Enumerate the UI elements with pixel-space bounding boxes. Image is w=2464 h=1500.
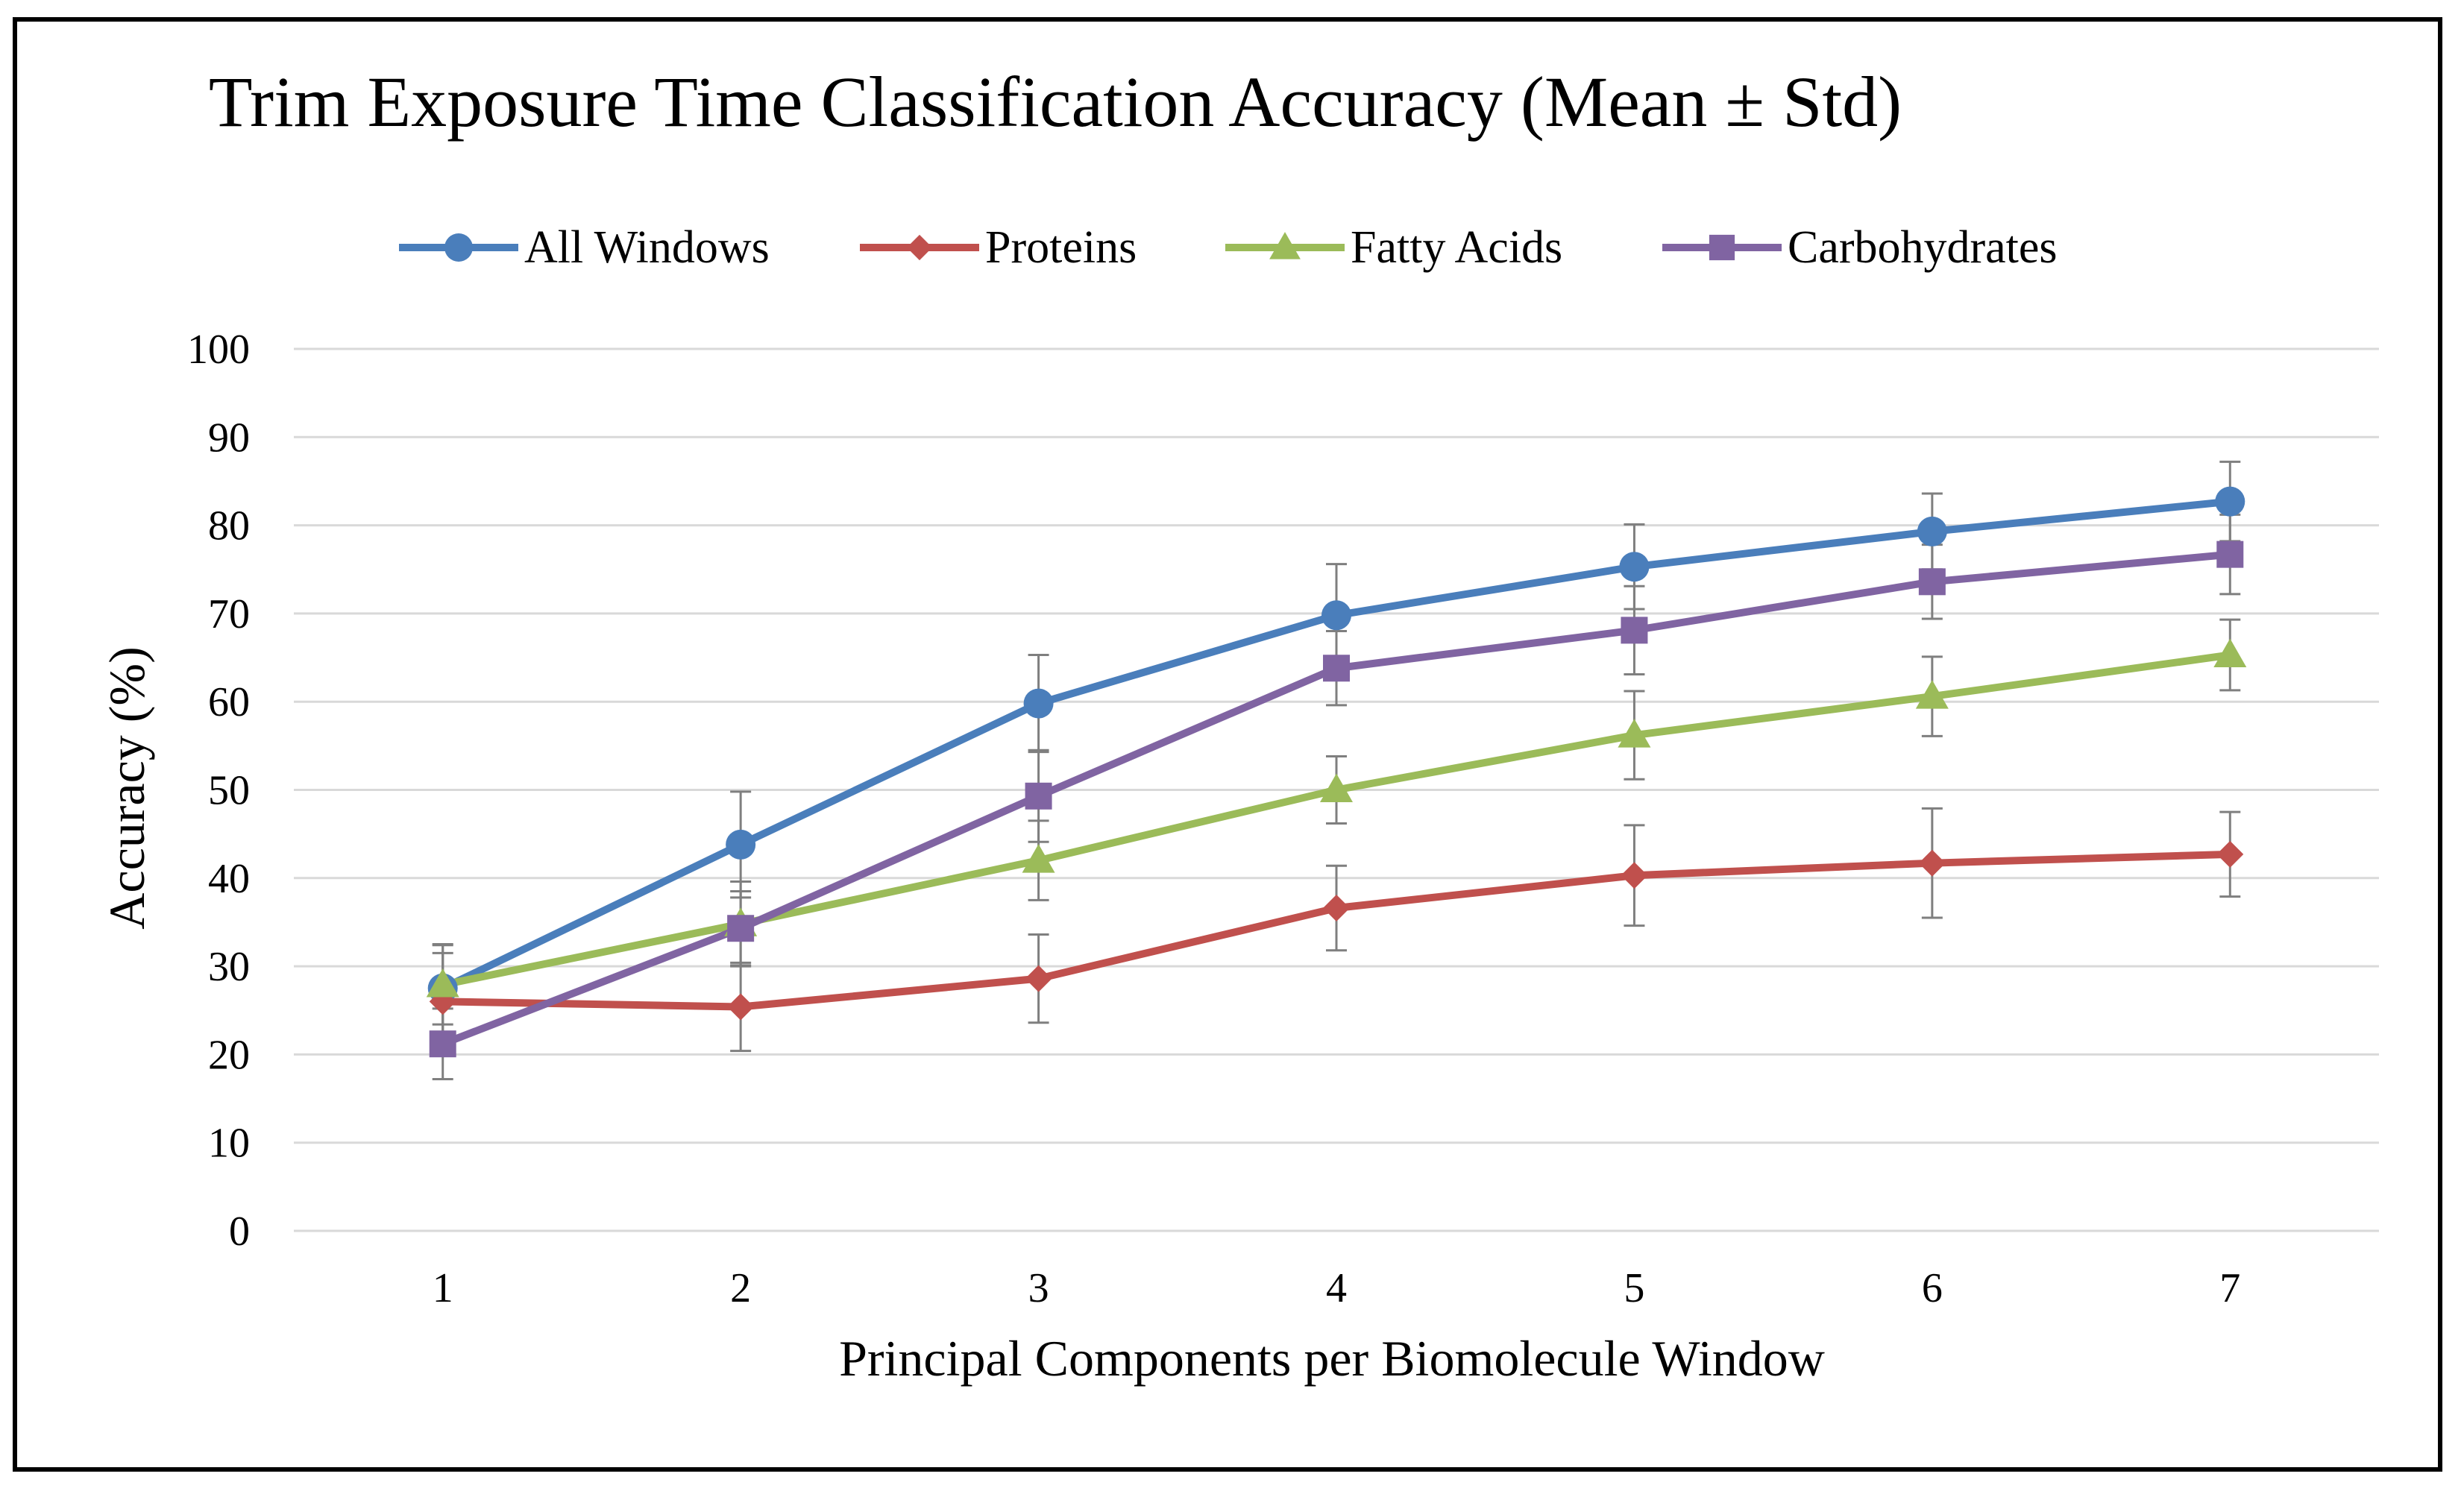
legend-item-all-windows: All Windows bbox=[399, 222, 770, 273]
legend-marker bbox=[1709, 234, 1735, 261]
carbohydrates-data-point bbox=[1025, 782, 1052, 810]
proteins-data-point bbox=[1323, 895, 1350, 922]
y-tick-label: 100 bbox=[187, 327, 250, 373]
legend-marker bbox=[1269, 232, 1301, 259]
fatty-acids-data-point bbox=[1618, 719, 1651, 748]
x-tick-label: 2 bbox=[730, 1265, 751, 1311]
all-windows-data-point bbox=[1917, 516, 1947, 546]
y-tick-label: 70 bbox=[208, 591, 250, 637]
y-axis-ticks: 0 10 20 30 40 50 60 70 80 90 100 bbox=[187, 327, 250, 1255]
y-tick-label: 0 bbox=[229, 1208, 250, 1255]
y-tick-label: 10 bbox=[208, 1121, 250, 1167]
chart-frame: Trim Exposure Time Classification Accura… bbox=[13, 17, 2442, 1472]
all-windows-data-point bbox=[726, 829, 756, 860]
legend-item-fatty-acids: Fatty Acids bbox=[1225, 222, 1562, 273]
x-tick-label: 4 bbox=[1326, 1265, 1347, 1311]
x-tick-label: 3 bbox=[1028, 1265, 1049, 1311]
carbohydrates-data-point bbox=[1621, 617, 1648, 644]
legend-item-proteins: Proteins bbox=[860, 222, 1137, 273]
proteins-data-point bbox=[1025, 965, 1052, 992]
carbohydrates-data-point bbox=[1918, 568, 1946, 596]
series-markers bbox=[426, 486, 2247, 1058]
fatty-acids-data-point bbox=[1915, 680, 1949, 709]
fatty-acids-data-point bbox=[2213, 638, 2247, 668]
x-tick-label: 7 bbox=[2219, 1265, 2240, 1311]
y-axis-label: Accuracy (%) bbox=[98, 646, 155, 929]
x-axis-ticks: 1 2 3 4 5 6 7 bbox=[433, 1265, 2241, 1311]
legend-item-carbohydrates: Carbohydrates bbox=[1662, 222, 2058, 273]
carbohydrates-data-point bbox=[429, 1030, 456, 1058]
all-windows-data-point bbox=[1321, 600, 1351, 631]
chart-title: Trim Exposure Time Classification Accura… bbox=[209, 62, 1902, 142]
proteins-data-point bbox=[2216, 840, 2244, 868]
legend: All Windows Proteins Fatty Acids Carbohydra… bbox=[399, 222, 2058, 273]
carbohydrates-error-bars bbox=[432, 513, 2241, 1081]
y-tick-label: 20 bbox=[208, 1032, 250, 1078]
all-windows-data-point bbox=[2215, 486, 2245, 517]
x-tick-label: 6 bbox=[1922, 1265, 1943, 1311]
legend-label: Carbohydrates bbox=[1788, 222, 2058, 273]
carbohydrates-markers bbox=[429, 541, 2244, 1058]
all-windows-data-point bbox=[1023, 688, 1054, 719]
y-tick-label: 80 bbox=[208, 503, 250, 549]
x-tick-label: 5 bbox=[1624, 1265, 1644, 1311]
carbohydrates-data-point bbox=[2216, 541, 2244, 568]
legend-label: Proteins bbox=[985, 222, 1137, 273]
legend-marker bbox=[444, 233, 473, 262]
y-tick-label: 30 bbox=[208, 944, 250, 990]
fatty-acids-data-point bbox=[426, 968, 459, 998]
carbohydrates-data-point bbox=[1323, 655, 1350, 682]
all-windows-markers bbox=[427, 486, 2245, 1003]
y-tick-label: 40 bbox=[208, 856, 250, 902]
all-windows-data-point bbox=[1619, 552, 1650, 582]
carbohydrates-data-point bbox=[727, 915, 755, 942]
line-chart: Trim Exposure Time Classification Accura… bbox=[98, 62, 2379, 1387]
y-tick-label: 50 bbox=[208, 768, 250, 814]
y-tick-label: 90 bbox=[208, 415, 250, 461]
proteins-markers bbox=[429, 840, 2244, 1021]
fatty-acids-data-point bbox=[1320, 773, 1353, 802]
legend-label: All Windows bbox=[524, 222, 770, 273]
x-axis-label: Principal Components per Biomolecule Win… bbox=[839, 1330, 1825, 1387]
error-bars bbox=[432, 460, 2241, 1081]
proteins-data-point bbox=[727, 993, 755, 1021]
legend-marker bbox=[906, 234, 933, 261]
fatty-acids-data-point bbox=[1022, 844, 1055, 873]
legend-label: Fatty Acids bbox=[1351, 222, 1562, 273]
x-tick-label: 1 bbox=[433, 1265, 453, 1311]
proteins-data-point bbox=[1918, 849, 1946, 877]
y-tick-label: 60 bbox=[208, 679, 250, 725]
proteins-data-point bbox=[1621, 862, 1648, 889]
